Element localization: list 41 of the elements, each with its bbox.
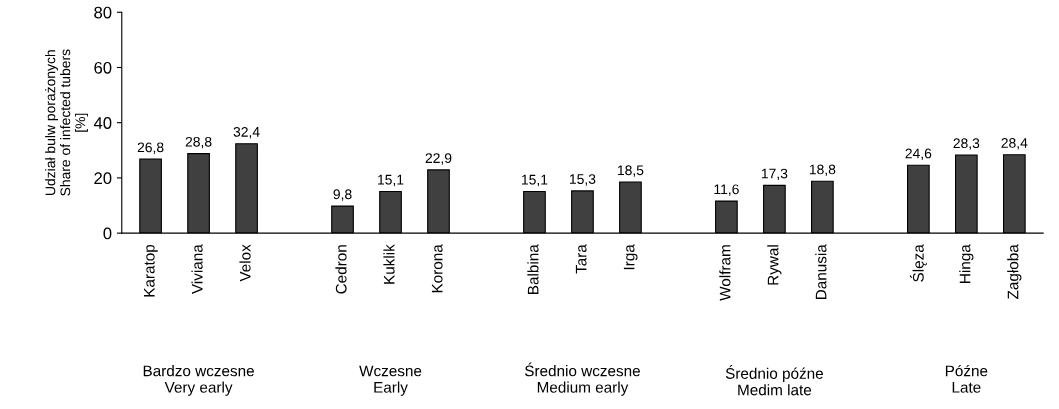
- data-label: 9,8: [333, 189, 352, 201]
- data-label: 18,8: [809, 164, 836, 176]
- data-label: 28,4: [1001, 138, 1028, 150]
- x-tick-label: Irga: [623, 244, 638, 270]
- data-label: 24,6: [905, 148, 932, 160]
- data-label: 28,8: [185, 136, 212, 149]
- y-tick-label: 60: [94, 61, 112, 74]
- x-tick-label: Viviana: [191, 244, 203, 295]
- x-tick-label: Kuklik: [383, 244, 395, 284]
- text: Późne Late: [945, 364, 988, 393]
- text: Średnio wczesne Medium early: [524, 362, 640, 396]
- y-tick-label: 0: [103, 227, 112, 240]
- x-tick-label: Velox: [239, 244, 251, 282]
- y-tick-label: 40: [93, 117, 112, 129]
- x-tick-label: Danusia: [815, 244, 827, 300]
- data-label: 28,3: [953, 138, 980, 150]
- x-tick-label: Korona: [431, 244, 443, 293]
- data-label: 11,6: [714, 184, 739, 196]
- x-tick-label: Tara: [575, 244, 587, 274]
- x-tick-label: Rywal: [767, 245, 782, 285]
- data-label: 18,5: [617, 165, 644, 177]
- data-label: 15,1: [378, 174, 404, 187]
- data-label: 15,1: [522, 174, 548, 187]
- x-tick-label: Hinga: [959, 244, 974, 283]
- x-tick-label: Ślęza: [909, 244, 927, 282]
- x-tick-label: Balbina: [527, 244, 539, 294]
- data-label: 26,8: [137, 142, 164, 154]
- text: Wczesne Early: [359, 365, 422, 396]
- y-axis-title: Udział bulw porażonych Share of infected tubers [%]: [45, 49, 88, 196]
- text: Bardzo wczesne Very early: [143, 365, 254, 396]
- data-label: 32,4: [233, 126, 260, 139]
- data-label: 22,9: [425, 153, 452, 165]
- y-tick-label: 20: [94, 172, 112, 185]
- data-label: 17,3: [761, 168, 788, 181]
- x-tick-label: Karatop: [144, 244, 158, 297]
- x-tick-label: Cedron: [335, 245, 347, 294]
- x-tick-label: Wolfram: [719, 245, 731, 301]
- data-label: 15,3: [569, 174, 596, 186]
- text: Średnio późne Medim late: [725, 365, 823, 396]
- y-tick-label: 80: [94, 6, 112, 19]
- x-tick-label: Zagłoba: [1007, 244, 1022, 299]
